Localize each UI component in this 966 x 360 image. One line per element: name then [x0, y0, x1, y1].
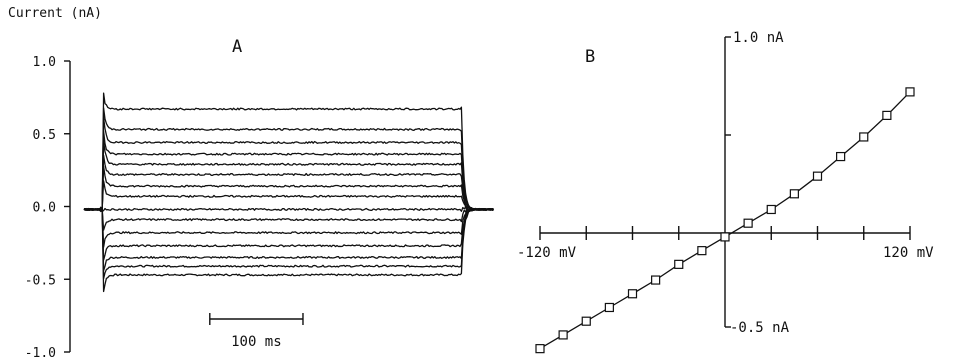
iv-data-point	[651, 275, 661, 285]
iv-data-point	[905, 87, 915, 97]
panel-b-label: B	[585, 47, 595, 67]
current-trace	[83, 208, 494, 272]
current-trace	[83, 206, 494, 280]
current-trace	[83, 207, 494, 261]
panel-a-y-tick-label: -0.5	[25, 273, 56, 288]
panel-b-y-max-label: 1.0 nA	[733, 30, 784, 46]
current-trace	[84, 154, 494, 211]
iv-data-point	[558, 330, 568, 340]
iv-data-point	[836, 151, 846, 162]
panel-a-y-tick-label: -1.0	[25, 346, 56, 360]
time-scalebar: 100 ms	[209, 313, 304, 350]
panel-a-label: A	[232, 37, 242, 57]
panel-a-y-tick-label: 0.5	[33, 128, 56, 143]
iv-data-point	[604, 302, 614, 313]
iv-data-point	[535, 344, 545, 354]
panel-a-current-traces	[83, 92, 494, 293]
iv-data-point	[697, 246, 707, 256]
iv-data-point	[812, 171, 823, 181]
current-trace	[83, 140, 494, 212]
current-trace	[83, 208, 494, 293]
panel-a-y-tick-label: 1.0	[33, 55, 56, 70]
iv-data-point	[627, 289, 638, 299]
iv-curve-markers	[535, 87, 915, 354]
current-trace	[84, 206, 494, 213]
current-trace	[83, 117, 494, 211]
panel-a-y-axis-label: Current (nA)	[8, 6, 102, 21]
panel-a: Current (nA) A 1.0 0.5 0.0 -0.5 -1.0 100 ms	[8, 6, 494, 360]
panel-b-ticks	[539, 36, 911, 328]
iv-data-point	[882, 110, 892, 121]
current-trace	[83, 92, 494, 212]
current-trace	[83, 180, 494, 211]
current-trace	[83, 207, 494, 231]
time-scalebar-label: 100 ms	[231, 334, 282, 350]
iv-data-point	[674, 259, 684, 269]
iv-data-point	[859, 132, 869, 142]
current-trace	[83, 107, 494, 211]
panel-b-x-max-label: 120 mV	[883, 245, 934, 261]
current-trace	[83, 165, 494, 213]
iv-data-point	[743, 218, 753, 228]
panel-b-x-min-label: -120 mV	[517, 245, 577, 261]
current-trace	[83, 206, 494, 248]
panel-b-y-min-label: -0.5 nA	[730, 320, 790, 336]
iv-data-point	[581, 316, 591, 326]
current-trace	[83, 130, 494, 212]
panel-a-y-tick-label: 0.0	[33, 201, 56, 216]
panel-a-y-ticks: 1.0 0.5 0.0 -0.5 -1.0	[25, 55, 70, 360]
panel-b: B 1.0 nA -0.5 nA -120 mV 120 mV	[517, 30, 934, 354]
iv-data-point	[789, 189, 799, 199]
iv-data-point	[766, 204, 776, 215]
iv-data-point	[720, 232, 730, 242]
